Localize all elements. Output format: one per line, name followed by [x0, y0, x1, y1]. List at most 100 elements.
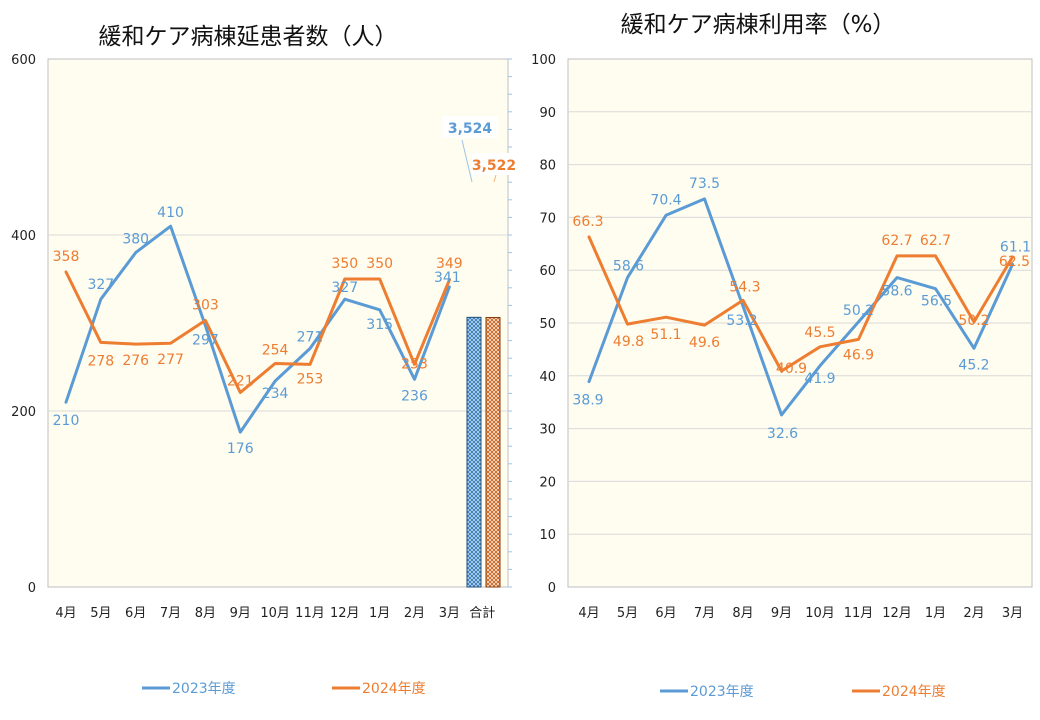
utilization-rate-data-label-2023: 53.2	[726, 313, 757, 329]
utilization-rate-x-tick-label: 5月	[617, 606, 638, 621]
utilization-rate-x-tick-label: 8月	[732, 606, 753, 621]
utilization-rate-x-tick-label: 6月	[655, 606, 676, 621]
utilization-rate-y-tick-label: 60	[539, 264, 556, 279]
utilization-rate-y-tick-label: 20	[539, 475, 556, 490]
patient-days-data-labels: 210 327 380 410 297 176 234 271 327 315 236 341 358 2…	[53, 116, 516, 457]
patient-days-secondary-axis	[508, 58, 512, 588]
utilization-rate-legend: 2023年度 2024年度	[660, 684, 946, 700]
patient-days-gridlines	[48, 234, 508, 412]
utilization-rate-data-label-2023: 61.1	[1000, 239, 1031, 255]
patient-days-data-label-2024: 221	[227, 374, 254, 390]
utilization-rate-data-label-2024: 49.8	[613, 334, 644, 350]
utilization-rate-x-tick-label: 2月	[963, 606, 984, 621]
utilization-rate-series-line-2023	[587, 197, 1014, 417]
utilization-rate-data-label-2023: 56.5	[921, 294, 952, 310]
patient-days-x-tick-label-total: 合計	[469, 605, 495, 621]
patient-days-total-bar-2024	[485, 316, 501, 588]
patient-days-series-line-2023	[64, 224, 451, 434]
patient-days-legend: 2023年度 2024年度	[142, 681, 426, 697]
patient-days-x-tick-label: 10月	[260, 606, 290, 621]
patient-days-data-label-2024: 358	[53, 249, 80, 265]
utilization-rate-data-label-2023: 70.4	[650, 192, 681, 208]
utilization-rate-data-label-2023: 45.2	[958, 357, 989, 373]
patient-days-data-label-2024: 349	[436, 256, 463, 272]
utilization-rate-chart-title: 緩和ケア病棟利用率（%）	[621, 12, 896, 38]
utilization-rate-data-labels: 38.9 58.6 70.4 73.5 53.2 32.6 41.9 50.2 58.6 56.5…	[572, 176, 1031, 442]
utilization-rate-data-label-2024: 54.3	[729, 279, 760, 295]
utilization-rate-y-tick-label: 30	[539, 423, 556, 438]
utilization-rate-data-label-2023: 41.9	[804, 371, 835, 387]
patient-days-data-label-2024: 303	[192, 297, 219, 313]
utilization-rate-legend-label-2023: 2023年度	[690, 684, 754, 700]
utilization-rate-y-tick-label: 90	[539, 106, 556, 121]
patient-days-total-label-2023: 3,524	[448, 121, 493, 137]
utilization-rate-y-tick-label: 70	[539, 211, 556, 226]
patient-days-data-label-2024: 350	[331, 256, 358, 272]
patient-days-x-tick-label: 6月	[125, 606, 146, 621]
patient-days-data-label-2024: 276	[122, 353, 149, 369]
patient-days-x-tick-label: 7月	[160, 606, 181, 621]
utilization-rate-data-label-2024: 50.2	[958, 313, 989, 329]
patient-days-data-label-2024: 277	[157, 352, 184, 368]
utilization-rate-x-tick-label: 1月	[925, 606, 946, 621]
patient-days-series-line-2024	[64, 270, 451, 394]
patient-days-data-label-2024: 254	[262, 342, 289, 358]
patient-days-total-label-2024: 3,522	[472, 158, 516, 174]
patient-days-data-label-2023: 236	[401, 388, 428, 404]
utilization-rate-data-label-2024: 66.3	[572, 214, 603, 230]
patient-days-data-label-2023: 327	[331, 280, 358, 296]
patient-days-data-label-2023: 410	[157, 205, 184, 221]
utilization-rate-data-label-2023: 32.6	[767, 426, 798, 442]
utilization-rate-data-label-2024: 62.7	[881, 233, 912, 249]
patient-days-x-tick-label: 1月	[369, 606, 390, 621]
utilization-rate-x-tick-label: 3月	[1002, 606, 1023, 621]
patient-days-x-tick-label: 4月	[55, 606, 76, 621]
utilization-rate-x-tick-label: 12月	[882, 606, 912, 621]
utilization-rate-data-label-2023: 73.5	[689, 176, 720, 192]
utilization-rate-data-label-2024: 49.6	[689, 335, 720, 351]
patient-days-data-label-2023: 271	[297, 330, 324, 346]
patient-days-legend-label-2024: 2024年度	[362, 681, 426, 697]
patient-days-total-bars	[466, 316, 501, 588]
patient-days-data-label-2023: 297	[192, 333, 219, 349]
utilization-rate-y-tick-label: 50	[539, 317, 556, 332]
patient-days-data-label-2023: 341	[434, 270, 461, 286]
utilization-rate-data-label-2023: 58.6	[613, 259, 644, 275]
patient-days-data-label-2023: 234	[262, 386, 289, 402]
utilization-rate-y-tick-label: 100	[531, 53, 556, 68]
patient-days-data-label-2024: 253	[297, 371, 324, 387]
patient-days-chart: 緩和ケア病棟延患者数（人） 0 200 400 600 4月 5月 6月 7月 8月 9月 10月…	[11, 24, 516, 697]
utilization-rate-series-lines	[587, 197, 1014, 417]
patient-days-total-label-bg-2023	[442, 116, 498, 138]
utilization-rate-x-tick-label: 10月	[805, 606, 835, 621]
patient-days-data-label-2023: 315	[366, 317, 393, 333]
patient-days-x-tick-label: 11月	[295, 606, 325, 621]
patient-days-x-tick-label: 12月	[330, 606, 360, 621]
patient-days-total-leader-2024	[493, 174, 497, 183]
patient-days-x-tick-label: 2月	[404, 606, 425, 621]
patient-days-x-axis: 4月 5月 6月 7月 8月 9月 10月 11月 12月 1月 2月 3月 合計	[55, 605, 495, 621]
utilization-rate-chart: 緩和ケア病棟利用率（%） 0 10 20 30 40 50 60 70 80 90 100 4月 5月…	[531, 12, 1033, 700]
patient-days-y-tick-label: 200	[11, 405, 36, 420]
patient-days-x-tick-label: 8月	[195, 606, 216, 621]
patient-days-legend-label-2023: 2023年度	[172, 681, 236, 697]
utilization-rate-series-line-2024	[587, 235, 1014, 373]
patient-days-chart-title: 緩和ケア病棟延患者数（人）	[99, 24, 398, 50]
utilization-rate-data-label-2024: 46.9	[843, 347, 874, 363]
patient-days-y-tick-label: 0	[28, 581, 36, 596]
patient-days-data-label-2023: 176	[227, 441, 254, 457]
patient-days-data-label-2023: 380	[122, 232, 149, 248]
patient-days-x-tick-label: 9月	[230, 606, 251, 621]
patient-days-data-label-2024: 253	[401, 356, 428, 372]
utilization-rate-gridlines	[568, 111, 1032, 535]
utilization-rate-x-tick-label: 11月	[844, 606, 874, 621]
utilization-rate-data-label-2023: 50.2	[843, 303, 874, 319]
patient-days-y-tick-label: 600	[11, 53, 36, 68]
utilization-rate-data-label-2023: 58.6	[881, 284, 912, 300]
utilization-rate-data-label-2024: 62.5	[999, 254, 1030, 270]
utilization-rate-data-label-2024: 40.9	[776, 361, 807, 377]
utilization-rate-x-axis: 4月 5月 6月 7月 8月 9月 10月 11月 12月 1月 2月 3月	[578, 606, 1023, 621]
utilization-rate-data-label-2024: 62.7	[920, 233, 951, 249]
patient-days-data-label-2024: 278	[87, 353, 114, 369]
